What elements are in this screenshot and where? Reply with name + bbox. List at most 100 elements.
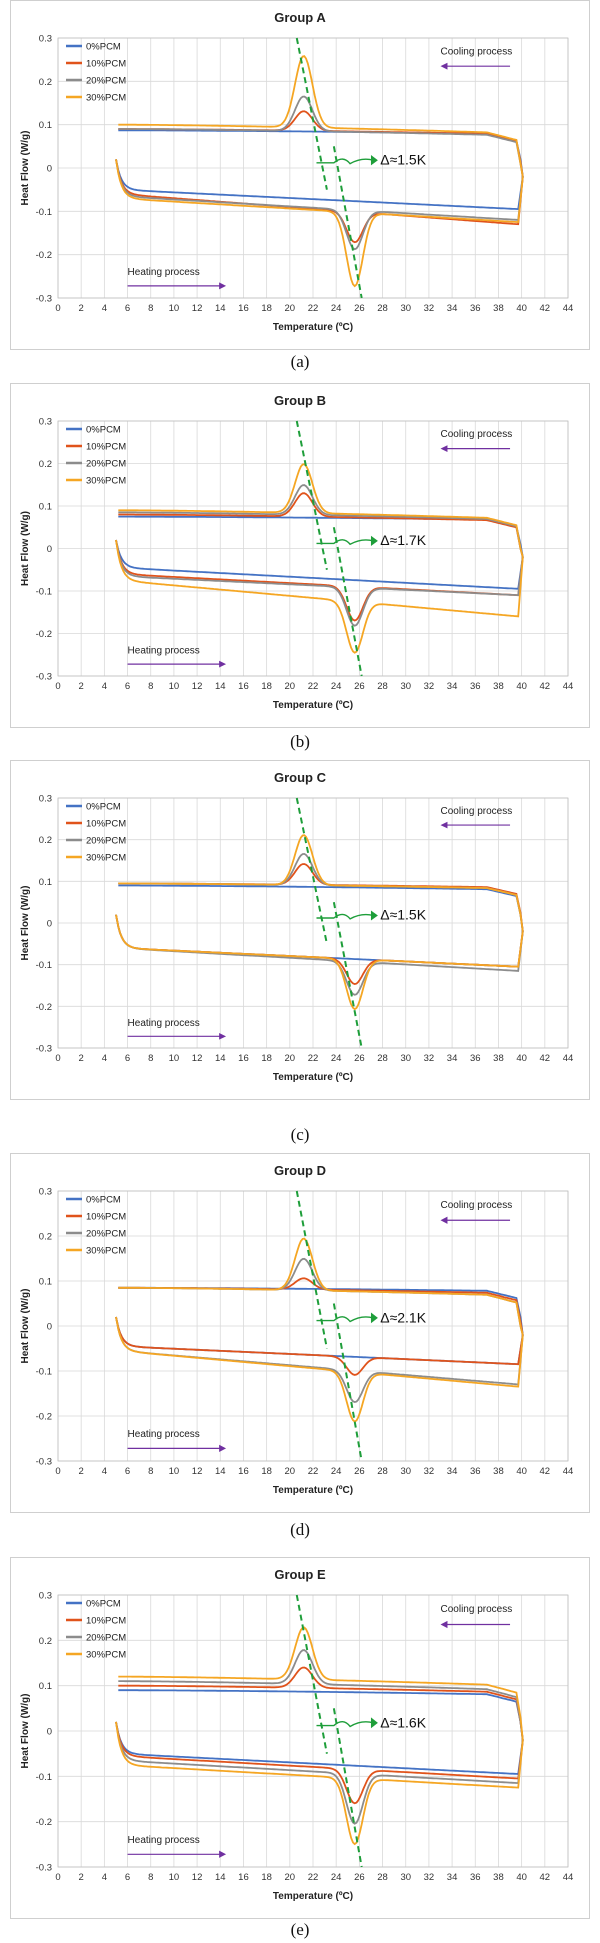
legend-label: 10%PCM [86,1616,126,1627]
legend-label: 0%PCM [86,425,121,436]
heating-arrowhead [219,1850,227,1858]
x-tick-label: 24 [331,303,342,314]
cooling-process-label: Cooling process [441,46,513,57]
x-tick-label: 30 [400,303,411,314]
x-tick-label: 16 [238,1872,249,1883]
x-tick-label: 4 [102,681,107,692]
cooling-arrowhead [440,821,448,829]
x-tick-label: 2 [79,1872,84,1883]
x-tick-label: 8 [148,1872,153,1883]
series-lines [115,834,524,1011]
y-tick-label: -0.1 [36,207,52,218]
chart-svg: 0 2 4 6 8 10 12 14 16 18 20 22 24 26 28 30 32 34 36 38 40 42 4… [20,1187,573,1497]
delta-label: Δ≈1.5K [380,907,426,923]
chart-panel-d: Group D 0 2 4 6 8 10 12 14 16 18 20 22 24 26 28 30 32 34 3… [10,1153,590,1518]
x-tick-label: 10 [169,1872,180,1883]
y-tick-label: 0.1 [39,877,52,888]
legend-label: 10%PCM [86,819,126,830]
x-tick-label: 42 [540,303,551,314]
x-tick-label: 16 [238,1466,249,1477]
heating-arrowhead [219,1444,227,1452]
dashed-trend-line [295,420,328,570]
x-tick-label: 30 [400,1053,411,1064]
x-tick-label: 42 [540,1872,551,1883]
x-tick-label: 30 [400,681,411,692]
heating-process-label: Heating process [128,267,200,278]
x-tick-label: 16 [238,303,249,314]
x-tick-label: 26 [354,1466,365,1477]
x-tick-label: 30 [400,1466,411,1477]
y-tick-label: 0.2 [39,1636,52,1647]
x-axis-label: Temperature (ºC) [273,700,353,711]
y-tick-label: -0.2 [36,629,52,640]
chart-panel-a: Group A 0 2 4 6 8 10 12 14 16 18 20 22 24 26 28 30 32 34 3… [10,0,590,375]
x-tick-label: 32 [424,1053,435,1064]
delta-bracket [316,1316,374,1323]
series-line-heating [115,539,524,622]
x-tick-label: 20 [285,1872,296,1883]
x-tick-label: 6 [125,1466,130,1477]
x-axis-label: Temperature (ºC) [273,1072,353,1083]
delta-bracket [316,539,374,546]
legend-label: 30%PCM [86,476,126,487]
x-tick-label: 44 [563,1872,574,1883]
x-tick-label: 26 [354,1053,365,1064]
x-tick-label: 26 [354,303,365,314]
heating-process-label: Heating process [128,1429,200,1440]
x-tick-label: 34 [447,1053,458,1064]
series-line-heating [115,1316,524,1376]
legend-label: 20%PCM [86,76,126,87]
x-tick-label: 26 [354,1872,365,1883]
heating-process-label: Heating process [128,1018,200,1029]
delta-arrowhead [370,535,378,546]
y-axis-label: Heat Flow (W/g) [20,511,31,586]
x-tick-label: 18 [261,681,272,692]
x-tick-label: 38 [493,1466,504,1477]
y-tick-label: -0.2 [36,250,52,261]
series-line-cooling [118,863,524,932]
series-line-cooling [118,129,524,177]
x-tick-label: 8 [148,303,153,314]
x-tick-label: 14 [215,1466,226,1477]
series-line-cooling [118,1649,524,1741]
chart-svg: 0 2 4 6 8 10 12 14 16 18 20 22 24 26 28 30 32 34 36 38 40 42 4… [20,417,573,712]
cooling-arrowhead [440,445,448,453]
series-line-heating [115,1721,524,1775]
x-tick-label: 44 [563,1053,574,1064]
y-tick-label: 0 [47,919,52,930]
plot-area-border [57,420,569,677]
x-axis-label: Temperature (ºC) [273,1485,353,1496]
x-tick-label: 34 [447,1872,458,1883]
cooling-process-label: Cooling process [441,806,513,817]
chart-title: Group E [274,1567,326,1582]
x-tick-label: 38 [493,303,504,314]
x-tick-label: 24 [331,1466,342,1477]
chart-panel-e: Group E 0 2 4 6 8 10 12 14 16 18 20 22 24 26 28 30 32 34 3… [10,1557,590,1922]
delta-label: Δ≈2.1K [380,1309,426,1325]
series-line-cooling [118,515,524,558]
x-tick-label: 18 [261,1466,272,1477]
chart-panel-b: Group B 0 2 4 6 8 10 12 14 16 18 20 22 24 26 28 30 32 34 3… [10,383,590,733]
x-tick-label: 0 [55,681,60,692]
series-line-cooling [118,484,524,558]
y-tick-label: 0 [47,1727,52,1738]
x-tick-label: 0 [55,1053,60,1064]
y-tick-label: -0.3 [36,294,52,305]
x-tick-label: 14 [215,681,226,692]
delta-label: Δ≈1.6K [380,1714,426,1730]
x-tick-label: 44 [563,303,574,314]
legend-label: 30%PCM [86,1650,126,1661]
series-line-heating [115,1721,524,1846]
dashed-trend-line [332,1708,363,1868]
plot-area-border [57,1190,569,1462]
series-line-cooling [118,1666,524,1741]
x-tick-label: 30 [400,1872,411,1883]
x-tick-label: 40 [516,1872,527,1883]
x-tick-label: 28 [377,1053,388,1064]
y-tick-label: 0.3 [39,417,52,428]
series-line-heating [115,1316,524,1423]
series-line-heating [115,159,524,251]
x-tick-label: 36 [470,1872,481,1883]
y-tick-label: -0.2 [36,1817,52,1828]
x-tick-label: 10 [169,1466,180,1477]
